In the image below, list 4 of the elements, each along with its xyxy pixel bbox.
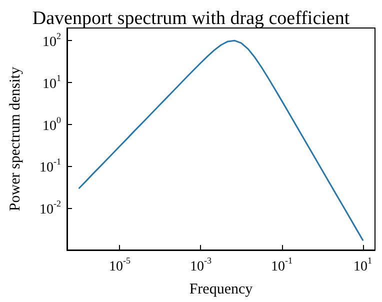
x-axis-title: Frequency bbox=[189, 282, 254, 298]
chart-title: Davenport spectrum with drag coefficient bbox=[32, 8, 350, 29]
line-series bbox=[78, 40, 364, 241]
y-axis-title: Power spectrum density bbox=[8, 66, 24, 212]
